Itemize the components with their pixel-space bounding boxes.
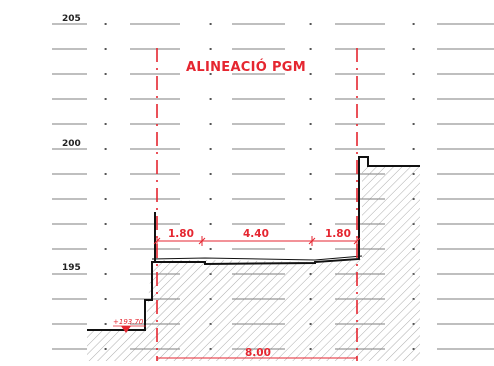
right-ground-hatch (362, 166, 420, 361)
terrain-section (87, 166, 420, 361)
street-surface (151, 255, 363, 261)
level-grid-dot (104, 197, 107, 200)
level-grid-dot (104, 222, 107, 225)
level-grid-dot (209, 147, 212, 150)
level-grid-dot (104, 247, 107, 250)
level-grid-dot (412, 48, 415, 51)
terrain-profile (87, 156, 420, 331)
level-grid-dot (209, 247, 212, 250)
level-grid-dot (309, 123, 312, 126)
level-grid-dot (209, 172, 212, 175)
level-grid-dot (309, 222, 312, 225)
dimension-total: 8.00 (245, 347, 271, 359)
level-grid-dot (104, 123, 107, 126)
alignment-lines (156, 48, 358, 361)
level-grid-dot (104, 272, 107, 275)
level-grid-dot (104, 172, 107, 175)
left-ground-hatch (87, 262, 152, 361)
level-grid-dot (209, 197, 212, 200)
level-grid-dot (209, 22, 212, 25)
level-label-200: 200 (62, 139, 81, 149)
level-grid-dot (412, 22, 415, 25)
level-grid-dot (309, 98, 312, 101)
level-grid-dot (412, 98, 415, 101)
level-grid-dot (309, 22, 312, 25)
level-label-195: 195 (62, 263, 81, 273)
level-grid-dot (104, 147, 107, 150)
level-grid-dot (412, 73, 415, 76)
street-fill-hatch (152, 259, 362, 361)
level-grid-dot (104, 98, 107, 101)
level-grid-dot (309, 73, 312, 76)
level-grid-dot (412, 147, 415, 150)
level-grid-dot (209, 73, 212, 76)
level-grid-dot (309, 197, 312, 200)
level-grid-dot (209, 48, 212, 51)
spot-elevation-label: +193.70 (113, 318, 144, 326)
level-label-205: 205 (62, 14, 81, 24)
level-grid-dot (412, 123, 415, 126)
alignment-title: ALINEACIÓ PGM (186, 59, 306, 75)
level-grid-dot (309, 172, 312, 175)
level-grid-dot (309, 48, 312, 51)
dimension-4-40: 4.40 (243, 228, 269, 240)
elevation-marker-icon (121, 326, 131, 333)
level-grid-dot (104, 22, 107, 25)
level-grid-dot (209, 222, 212, 225)
level-grid-dot (104, 322, 107, 325)
level-grid-dot (309, 147, 312, 150)
level-grid-dot (209, 98, 212, 101)
level-grid-dot (309, 247, 312, 250)
level-grid-dot (209, 123, 212, 126)
level-grid-dot (104, 48, 107, 51)
level-grid-dot (104, 297, 107, 300)
dimension-chain (153, 236, 361, 246)
level-grid-dot (104, 73, 107, 76)
dimension-1-80-left: 1.80 (168, 228, 194, 240)
dimension-1-80-right: 1.80 (325, 228, 351, 240)
